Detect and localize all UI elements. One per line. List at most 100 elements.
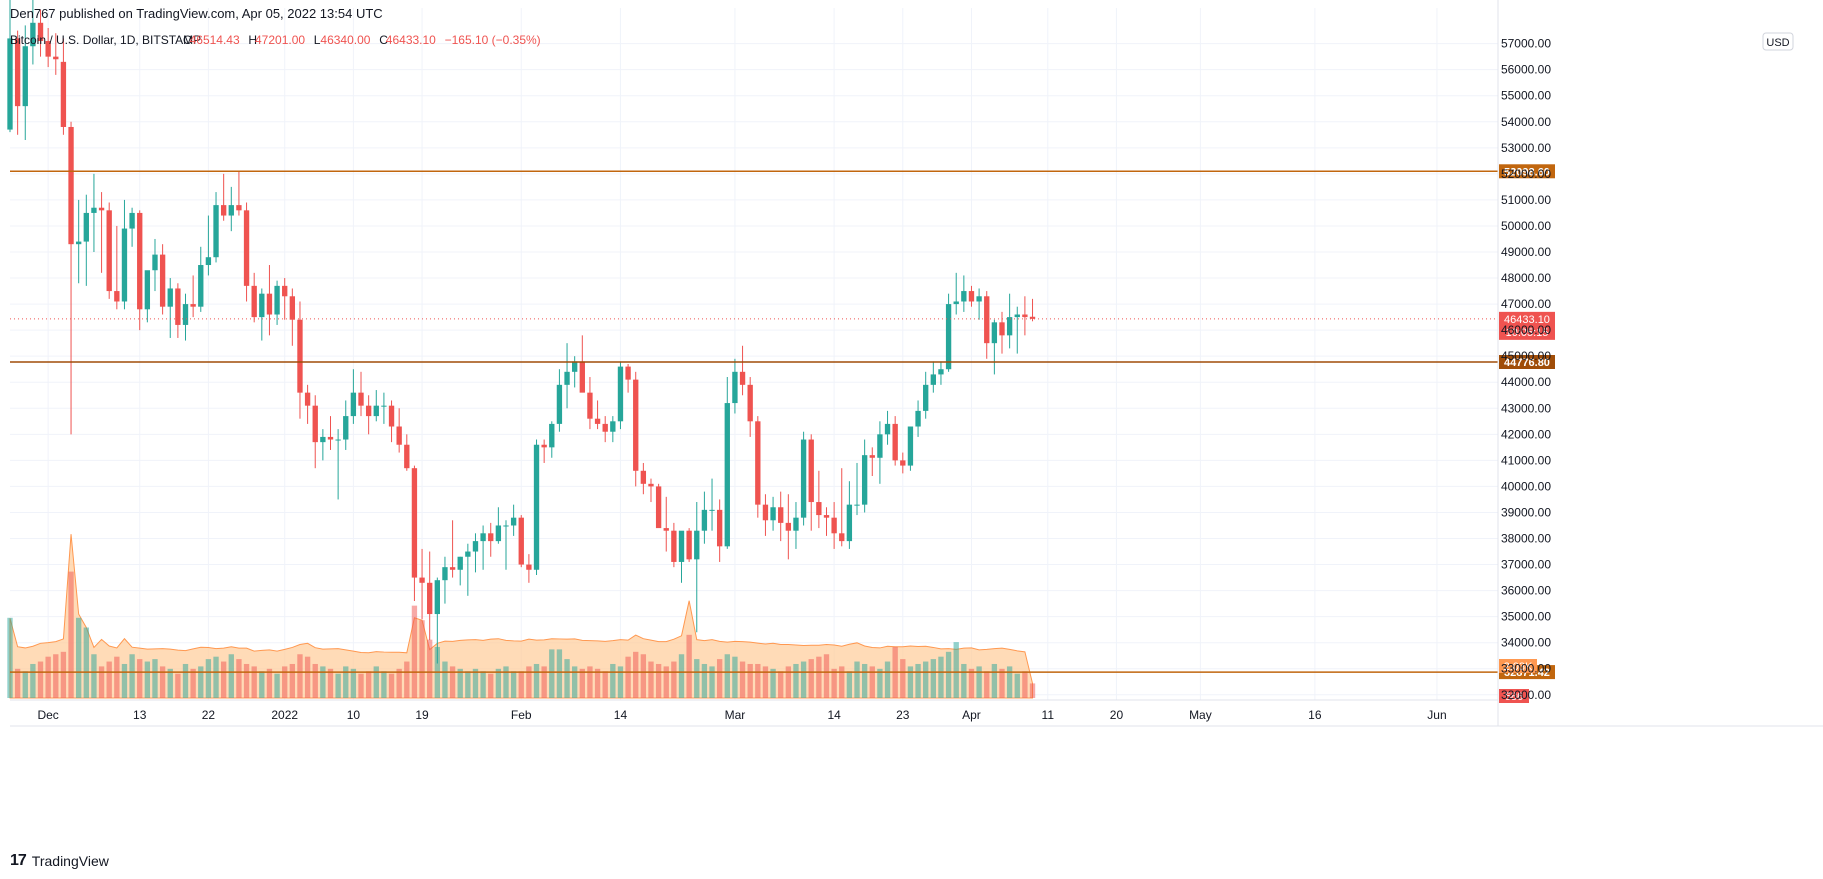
time-tick-label: Jun — [1427, 708, 1446, 722]
volume-bar — [541, 666, 547, 698]
volume-bar — [770, 668, 776, 698]
candle-body — [343, 416, 349, 440]
time-tick-label: 14 — [827, 708, 841, 722]
candle-body — [526, 564, 532, 570]
volume-bar — [457, 668, 463, 698]
volume-bar — [472, 668, 479, 698]
volume-bar — [938, 656, 944, 698]
candle-body — [884, 423, 891, 435]
price-tick-label: 32000.00 — [1501, 688, 1551, 702]
price-tick-label: 36000.00 — [1501, 584, 1551, 598]
ohlc-value: 46514.43 — [190, 33, 240, 47]
volume-bar — [304, 656, 311, 698]
candle-body — [671, 530, 677, 562]
ohlc-value: 46433.10 — [386, 33, 436, 47]
volume-bar — [594, 668, 601, 698]
candle-body — [831, 517, 837, 534]
volume-bar — [137, 659, 143, 698]
volume-bar — [610, 663, 616, 698]
candle-body — [76, 241, 82, 245]
volume-bar — [991, 663, 998, 698]
volume-bar — [793, 663, 799, 698]
volume-bar — [213, 656, 219, 698]
volume-bar — [716, 659, 723, 698]
ohlc-legend: Bitcoin / U.S. Dollar, 1D, BITSTAMP O465… — [10, 33, 541, 47]
volume-bar — [869, 666, 875, 698]
horizontal-levels[interactable]: 52098.6044776.8032871.4246433.1010:05:15… — [10, 164, 1555, 703]
candle-body — [442, 567, 448, 581]
candle-body — [694, 530, 700, 560]
volume-bar — [259, 671, 265, 698]
candle-body — [854, 504, 860, 506]
candle-body — [846, 504, 853, 542]
volume-bar — [808, 659, 814, 698]
volume-bar — [915, 663, 921, 698]
price-tick-label: 56000.00 — [1501, 63, 1551, 77]
volume-bar — [587, 666, 593, 698]
time-tick-label: 16 — [1308, 708, 1322, 722]
candle-body — [930, 374, 936, 385]
candle-body — [602, 423, 608, 432]
candle-body — [945, 304, 952, 370]
candle-body — [861, 455, 868, 505]
currency-label: USD — [1766, 37, 1789, 49]
candle-body — [228, 205, 234, 216]
price-tick-label: 35000.00 — [1501, 610, 1551, 624]
ohlc-value: 46340.00 — [320, 33, 370, 47]
candle-body — [533, 444, 540, 570]
candle-body — [30, 22, 36, 47]
price-tick-label: 51000.00 — [1501, 193, 1551, 207]
countdown-label: 10:05:15 — [1506, 327, 1549, 339]
volume-ma-area — [9, 534, 1034, 699]
tradingview-footer[interactable]: 17 TradingView — [10, 852, 109, 870]
price-tick-label: 49000.00 — [1501, 245, 1551, 259]
candle-body — [1022, 314, 1028, 318]
candle-body — [953, 301, 959, 305]
volume-bar — [167, 668, 173, 698]
candle-body — [190, 304, 196, 307]
price-axis[interactable]: 57000.00 56000.00 55000.00 54000.00 53000.00… — [1497, 0, 1794, 726]
price-tick-label: 48000.00 — [1501, 271, 1551, 285]
volume-bar — [1006, 666, 1013, 698]
candle-body — [991, 322, 998, 344]
volume-bar — [37, 661, 44, 698]
volume-bar — [984, 671, 990, 698]
volume-bar — [633, 651, 639, 698]
price-tick-label: 43000.00 — [1501, 401, 1551, 415]
candle-body — [388, 405, 395, 427]
volume-last-label: 586 — [1505, 691, 1523, 703]
candle-body — [396, 426, 402, 445]
candle-body — [594, 418, 601, 424]
candle-body — [648, 483, 654, 487]
candle-body — [655, 486, 662, 529]
volume-bar — [861, 663, 868, 698]
volume-bar — [22, 671, 28, 698]
last-price-label: 46433.10 — [1504, 314, 1550, 326]
volume-bar — [968, 668, 975, 698]
time-axis[interactable]: Dec 13 22 2022 10 19 Feb 14 Mar 14 23 Apr 11 20 May 16 J… — [10, 699, 1823, 727]
volume-bar — [854, 661, 860, 698]
candle-body — [778, 507, 784, 523]
volume-bar — [640, 654, 647, 698]
candle-body — [800, 439, 807, 518]
candle-body — [373, 405, 379, 417]
price-tick-label: 37000.00 — [1501, 558, 1551, 572]
candle-body — [381, 405, 387, 407]
price-tick-label: 54000.00 — [1501, 115, 1551, 129]
candle-body — [68, 126, 74, 245]
candle-body — [243, 210, 250, 286]
candle-body — [816, 502, 822, 516]
candle-body — [83, 212, 89, 242]
volume-bar — [800, 661, 807, 698]
time-tick-label: 23 — [896, 708, 910, 722]
candle-body — [266, 293, 273, 315]
volume-bar — [953, 642, 959, 698]
price-tick-label: 46000.00 — [1501, 323, 1551, 337]
volume-bar — [579, 668, 585, 698]
level-price-tag — [1499, 354, 1555, 369]
candle-body — [617, 366, 624, 422]
price-tick-label: 38000.00 — [1501, 532, 1551, 546]
candle-body — [510, 517, 517, 526]
candle-body — [755, 421, 761, 505]
